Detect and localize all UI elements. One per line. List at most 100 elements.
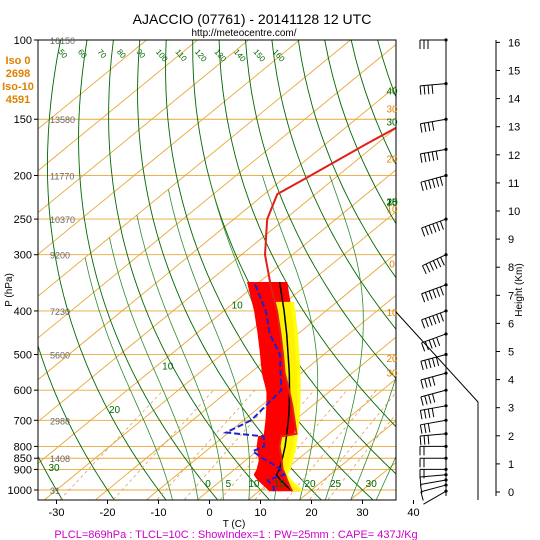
- wind-barb-flag: [423, 409, 427, 419]
- moist-adiabat: [84, 257, 173, 500]
- wind-barb-flag: [436, 288, 441, 297]
- wind-barb-dot: [444, 478, 448, 482]
- wind-barb-staff: [420, 419, 447, 426]
- height-tick-label: 7: [508, 290, 514, 302]
- wind-barb-flag: [431, 178, 436, 188]
- pressure-tick-label: 800: [14, 441, 32, 453]
- wind-barb-flag: [423, 122, 427, 133]
- height-tick-label: 11: [508, 178, 519, 190]
- mixing-ratio-label: 100: [154, 48, 170, 64]
- wind-barb-dot: [444, 147, 448, 151]
- dry-adiabat: [38, 344, 115, 500]
- wind-barb-flag: [428, 225, 433, 234]
- wind-barb-flag: [424, 360, 428, 370]
- adiabat-label: 25: [386, 197, 398, 208]
- wind-barb: [419, 418, 448, 434]
- mixing-ratio-label: 150: [251, 48, 267, 64]
- temperature-tick-label: 30: [356, 507, 368, 519]
- wind-barb-flag: [420, 491, 424, 501]
- wind-barb-dot: [444, 253, 448, 257]
- adiabat-label: 20: [386, 154, 398, 165]
- adiabat-label: 0: [205, 479, 211, 490]
- mixing-ratio-line: [59, 389, 164, 500]
- wind-barb-dot: [444, 388, 448, 392]
- pressure-tick-label: 900: [14, 464, 32, 476]
- wind-barb-flag: [435, 177, 440, 187]
- isotherm-line: [38, 40, 300, 255]
- wind-barb-dot: [444, 473, 448, 477]
- height-tick-label: 16: [508, 37, 520, 49]
- isotherm-line: [38, 40, 198, 172]
- wind-barb: [419, 444, 448, 456]
- mixing-ratio-label: 130: [212, 48, 228, 64]
- wind-barb-flag: [432, 289, 437, 299]
- moist-adiabat: [376, 455, 396, 500]
- info-box-line: Iso 0: [5, 55, 30, 67]
- mixing-ratio-line: [184, 389, 281, 500]
- wind-barb-flag: [421, 227, 426, 237]
- wind-barb-flag: [427, 152, 431, 162]
- wind-barb-dot: [444, 352, 448, 357]
- mixing-ratio-line: [327, 413, 396, 500]
- mixing-ratio-label: 60: [76, 48, 89, 61]
- height-axis-label: Height (Km): [514, 263, 525, 316]
- pressure-tick-label: 500: [14, 350, 32, 362]
- temperature-tick-label: 10: [254, 507, 266, 519]
- height-tick-label: 3: [508, 403, 514, 415]
- temperature-tick-label: 40: [407, 507, 419, 519]
- isotherm-line: [38, 43, 396, 339]
- footer-indices: PLCL=869hPa : TLCL=10C : ShowIndex=1 : P…: [54, 529, 417, 540]
- wind-barb: [419, 456, 448, 468]
- wind-barb-flag: [424, 395, 428, 405]
- wind-barb-flag: [431, 121, 435, 131]
- pressure-tick-label: 300: [14, 250, 32, 262]
- height-tick-label: 12: [508, 150, 520, 162]
- mixing-ratio-label: 90: [134, 48, 147, 61]
- wind-barb-flag: [436, 314, 441, 323]
- wind-barb-dot: [444, 38, 448, 42]
- wind-barb-flag: [419, 123, 423, 133]
- wind-barb: [419, 404, 448, 420]
- wind-barb-staff: [420, 174, 447, 183]
- geopotential-label: 9200: [50, 251, 70, 261]
- wind-barb: [421, 332, 448, 352]
- adiabat-label: 10: [386, 205, 398, 216]
- wind-barb-dot: [444, 444, 448, 448]
- mixing-ratio-line: [286, 389, 377, 500]
- wind-barb: [419, 38, 448, 49]
- wind-barb-flag: [428, 394, 432, 404]
- geopotential-label: 5600: [50, 351, 70, 361]
- isotherm-line: [299, 420, 396, 500]
- wind-barb-flag: [419, 153, 423, 163]
- temperature-tick-label: 20: [305, 507, 317, 519]
- mixing-ratio-label: 120: [193, 48, 209, 64]
- adiabat-label: 30: [386, 197, 398, 208]
- wind-barb-flag: [428, 316, 433, 326]
- temperature-tick-label: 0: [206, 507, 212, 519]
- wind-barb-flag: [431, 408, 435, 418]
- isotherm-line: [38, 40, 249, 214]
- pressure-tick-label: 600: [14, 385, 32, 397]
- geopotential-label: 11770: [50, 171, 74, 181]
- geopotential-label: 2988: [50, 416, 70, 426]
- isotherm-line: [44, 211, 396, 500]
- wind-barb: [419, 117, 448, 133]
- wind-barb-flag: [431, 151, 435, 161]
- temperature-curve: [263, 126, 396, 492]
- wind-barb: [421, 309, 448, 329]
- pressure-tick-label: 150: [14, 114, 32, 126]
- adiabat-label: 20: [386, 197, 398, 208]
- mixing-ratio-line: [157, 389, 256, 500]
- adiabat-label: 5: [226, 479, 232, 490]
- wind-barb-flag: [428, 339, 433, 349]
- adiabat-label: 10: [232, 300, 244, 311]
- adiabat-label: 10: [386, 197, 398, 208]
- x-axis-label: T (C): [223, 519, 246, 530]
- wind-barb: [421, 253, 448, 275]
- dry-adiabat: [192, 40, 396, 475]
- wind-barb-flag: [427, 435, 430, 445]
- isotherm-line: [38, 169, 396, 464]
- isotherm-line: [38, 40, 351, 297]
- wind-barb-flag: [431, 358, 436, 367]
- wind-barb-flag: [420, 361, 424, 371]
